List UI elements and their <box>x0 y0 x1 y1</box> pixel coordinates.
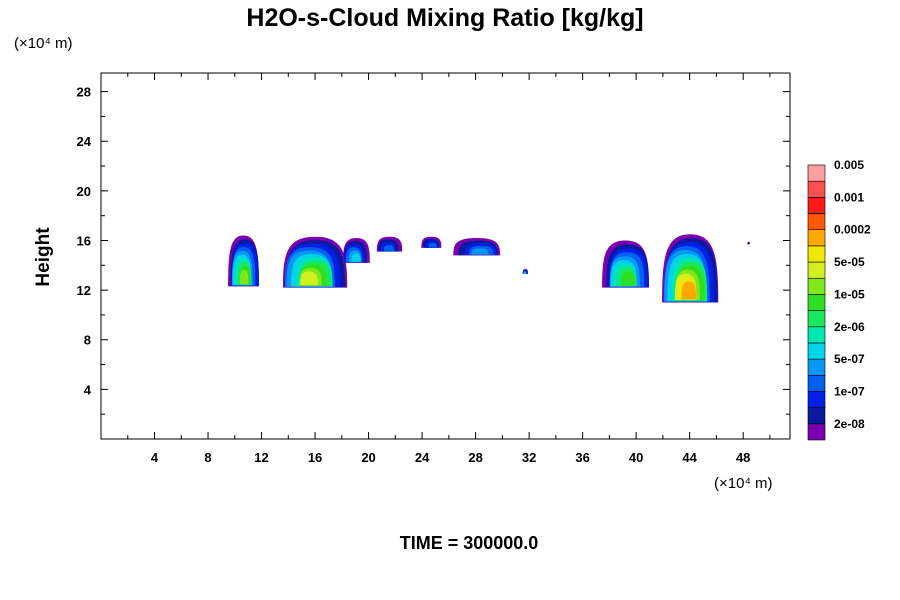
y-tick-label: 8 <box>84 333 91 348</box>
x-tick-label: 28 <box>468 450 482 465</box>
colorbar-swatch <box>807 294 826 311</box>
cloud-region <box>522 269 529 274</box>
contour-band <box>351 253 361 262</box>
colorbar-swatch <box>807 164 826 182</box>
colorbar-label: 2e-06 <box>834 320 865 334</box>
time-label: TIME = 300000.0 <box>400 533 539 553</box>
x-tick-label: 48 <box>736 450 750 465</box>
y-tick-label: 24 <box>77 134 92 149</box>
colorbar-label: 0.0002 <box>834 223 871 237</box>
y-tick-label: 12 <box>77 283 91 298</box>
colorbar-swatch <box>807 229 826 247</box>
chart-title: H2O-s-Cloud Mixing Ratio [kg/kg] <box>246 4 643 32</box>
x-tick-label: 40 <box>629 450 643 465</box>
x-tick-label: 12 <box>254 450 268 465</box>
y-tick-label: 4 <box>84 382 92 397</box>
colorbar-swatch <box>807 407 826 425</box>
colorbar-label: 5e-05 <box>834 255 865 269</box>
x-unit-label: (×10⁴ m) <box>714 475 773 492</box>
cloud-region <box>343 238 370 263</box>
y-axis-label: Height <box>33 227 54 287</box>
cloud-region <box>282 236 348 288</box>
colorbar-label: 0.005 <box>834 158 864 172</box>
contour-band <box>383 245 395 252</box>
colorbar-swatch <box>807 342 826 360</box>
colorbar-swatch <box>807 374 826 392</box>
colorbar-swatch <box>807 197 826 214</box>
x-tick-label: 16 <box>308 450 322 465</box>
contour-band <box>681 281 697 300</box>
x-tick-label: 8 <box>204 450 211 465</box>
cloud-field <box>228 234 750 303</box>
colorbar-swatch <box>807 261 826 279</box>
colorbar-label: 1e-07 <box>834 384 865 398</box>
y-unit-label: (×10⁴ m) <box>14 35 73 52</box>
colorbar-swatch <box>807 213 826 231</box>
colorbar-label: 5e-07 <box>834 352 865 366</box>
y-tick-label: 28 <box>77 85 91 100</box>
colorbar-swatch <box>807 245 826 263</box>
x-axis: 4 8 12 16 20 24 28 32 36 40 44 48 <box>127 73 771 465</box>
colorbar-swatch <box>807 391 826 408</box>
colorbar-swatch <box>807 358 826 376</box>
y-tick-label: 16 <box>77 233 91 248</box>
cloud-region <box>453 238 501 256</box>
colorbar-swatch <box>807 310 826 328</box>
contour-band <box>471 248 489 255</box>
colorbar-swatch <box>807 423 826 441</box>
x-tick-label: 32 <box>522 450 536 465</box>
colorbar: 2e-08 1e-07 5e-07 2e-06 1e-05 5e-05 0.0002 0.00… <box>807 158 871 441</box>
cloud-region <box>602 240 649 288</box>
x-tick-label: 36 <box>575 450 589 465</box>
colorbar-swatch <box>807 180 826 198</box>
cloud-region <box>747 241 750 245</box>
contour-band <box>428 243 437 248</box>
cloud-region <box>421 236 442 248</box>
colorbar-label: 2e-08 <box>834 417 865 431</box>
cloud-region <box>662 234 719 303</box>
colorbar-swatch <box>807 277 826 295</box>
contour-band <box>524 272 527 274</box>
cloud-region <box>228 235 259 287</box>
contour-band <box>621 271 636 286</box>
x-tick-label: 4 <box>151 450 159 465</box>
contour-band <box>300 271 318 286</box>
colorbar-label: 1e-05 <box>834 287 865 301</box>
x-tick-label: 24 <box>415 450 430 465</box>
cloud-region <box>376 236 403 252</box>
contour-band <box>239 269 249 285</box>
y-tick-label: 20 <box>77 184 91 199</box>
colorbar-swatch <box>807 326 826 344</box>
y-axis: 4 8 12 16 20 24 28 <box>77 85 790 415</box>
contour-band <box>747 242 750 245</box>
x-tick-label: 44 <box>682 450 697 465</box>
colorbar-label: 0.001 <box>834 190 864 204</box>
x-tick-label: 20 <box>361 450 375 465</box>
